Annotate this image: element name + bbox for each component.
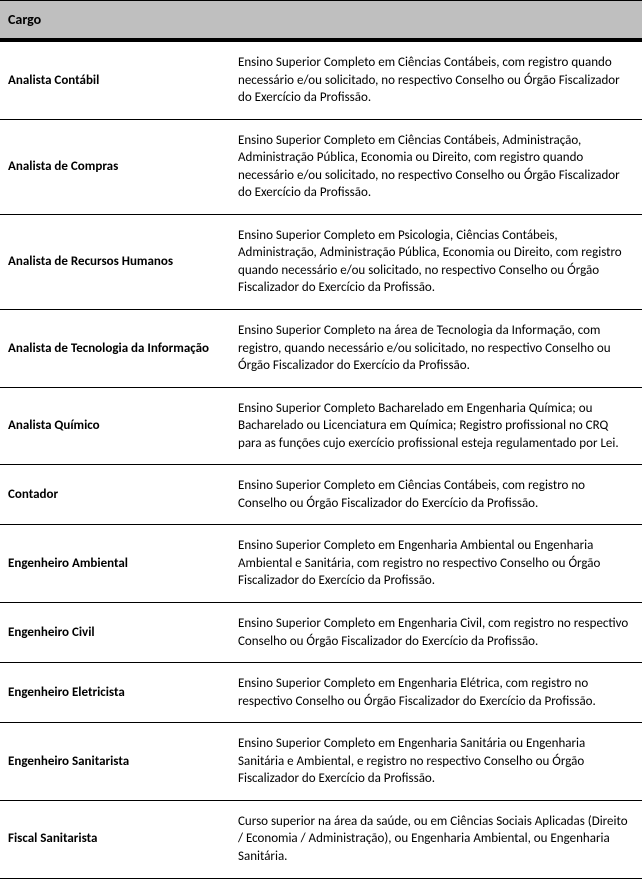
- cargo-cell: Engenheiro Civil: [0, 603, 230, 663]
- desc-cell: Ensino Superior Completo em Engenharia A…: [230, 525, 642, 603]
- cargo-cell: Engenheiro Ambiental: [0, 525, 230, 603]
- cargo-cell: Engenheiro Eletricista: [0, 663, 230, 723]
- cargo-cell: Contador: [0, 465, 230, 525]
- table-row: Analista Contábil Ensino Superior Comple…: [0, 40, 642, 119]
- table-row: Engenheiro Civil Ensino Superior Complet…: [0, 603, 642, 663]
- cargo-cell: Fiscal Sanitarista: [0, 800, 230, 878]
- cargo-cell: Analista Contábil: [0, 40, 230, 119]
- cargo-cell: Analista Químico: [0, 387, 230, 465]
- cargo-cell: Engenheiro Sanitarista: [0, 723, 230, 801]
- desc-cell: Ensino Superior Completo em Ciências Con…: [230, 119, 642, 214]
- table-row: Contador Ensino Superior Completo em Ciê…: [0, 465, 642, 525]
- table-header-row: Cargo: [0, 1, 642, 41]
- table-row: Engenheiro Ambiental Ensino Superior Com…: [0, 525, 642, 603]
- table-row: Analista de Recursos Humanos Ensino Supe…: [0, 214, 642, 309]
- table-row: Fiscal Sanitarista Curso superior na áre…: [0, 800, 642, 878]
- table-row: Engenheiro Sanitarista Ensino Superior C…: [0, 723, 642, 801]
- table-row: Engenheiro Eletricista Ensino Superior C…: [0, 663, 642, 723]
- desc-cell: Ensino Superior Completo em Ciências Con…: [230, 40, 642, 119]
- header-desc: [230, 1, 642, 41]
- desc-cell: Ensino Superior Completo em Ciências Con…: [230, 465, 642, 525]
- table-row: Analista de Tecnologia da Informação Ens…: [0, 310, 642, 388]
- cargo-cell: Analista de Compras: [0, 119, 230, 214]
- cargo-cell: Analista de Recursos Humanos: [0, 214, 230, 309]
- table-row: Analista de Compras Ensino Superior Comp…: [0, 119, 642, 214]
- desc-cell: Ensino Superior Completo Bacharelado em …: [230, 387, 642, 465]
- table-body: Analista Contábil Ensino Superior Comple…: [0, 40, 642, 878]
- desc-cell: Ensino Superior Completo em Engenharia S…: [230, 723, 642, 801]
- header-cargo: Cargo: [0, 1, 230, 41]
- desc-cell: Ensino Superior Completo na área de Tecn…: [230, 310, 642, 388]
- table-row: Analista Químico Ensino Superior Complet…: [0, 387, 642, 465]
- desc-cell: Ensino Superior Completo em Psicologia, …: [230, 214, 642, 309]
- desc-cell: Ensino Superior Completo em Engenharia C…: [230, 603, 642, 663]
- cargo-table: Cargo Analista Contábil Ensino Superior …: [0, 0, 642, 879]
- desc-cell: Ensino Superior Completo em Engenharia E…: [230, 663, 642, 723]
- desc-cell: Curso superior na área da saúde, ou em C…: [230, 800, 642, 878]
- cargo-cell: Analista de Tecnologia da Informação: [0, 310, 230, 388]
